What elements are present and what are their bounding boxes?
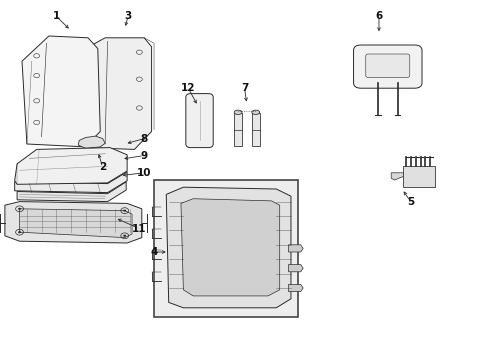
Bar	[234, 113, 242, 146]
Polygon shape	[20, 209, 132, 238]
Ellipse shape	[251, 110, 259, 114]
Text: 11: 11	[132, 224, 146, 234]
Text: 10: 10	[137, 168, 151, 178]
Polygon shape	[78, 136, 105, 148]
Text: 6: 6	[375, 11, 382, 21]
Text: 4: 4	[150, 247, 158, 257]
Polygon shape	[5, 202, 142, 243]
Polygon shape	[288, 284, 303, 292]
FancyBboxPatch shape	[365, 54, 409, 77]
Polygon shape	[22, 36, 100, 147]
Circle shape	[123, 210, 126, 212]
Bar	[154, 180, 298, 317]
Polygon shape	[166, 187, 290, 308]
Text: 7: 7	[240, 83, 248, 93]
Text: 8: 8	[141, 134, 147, 144]
Bar	[403, 166, 434, 187]
Text: 2: 2	[99, 162, 106, 172]
Polygon shape	[288, 265, 303, 272]
Circle shape	[18, 208, 21, 210]
Text: 5: 5	[407, 197, 413, 207]
FancyBboxPatch shape	[353, 45, 421, 88]
Circle shape	[18, 231, 21, 233]
Polygon shape	[85, 38, 151, 149]
Polygon shape	[288, 245, 303, 252]
Polygon shape	[181, 199, 279, 296]
Polygon shape	[15, 148, 127, 184]
Circle shape	[123, 235, 126, 237]
Text: 3: 3	[124, 11, 131, 21]
Polygon shape	[15, 172, 127, 193]
Text: 9: 9	[141, 150, 147, 161]
Polygon shape	[17, 182, 126, 202]
Polygon shape	[390, 173, 403, 180]
Text: 12: 12	[181, 83, 195, 93]
Ellipse shape	[234, 110, 242, 114]
Text: 1: 1	[53, 11, 60, 21]
Bar	[251, 113, 259, 146]
FancyBboxPatch shape	[185, 94, 213, 148]
